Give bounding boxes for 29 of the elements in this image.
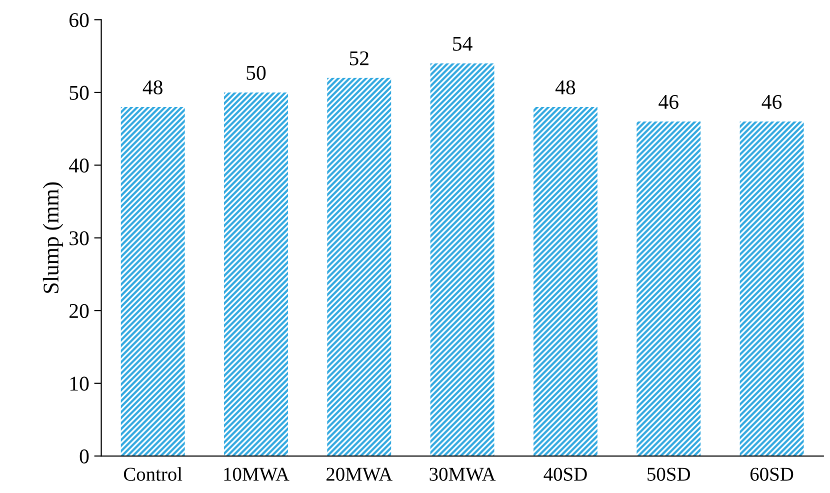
y-tick-label: 50 — [70, 86, 89, 100]
y-tick-label: 10 — [70, 376, 89, 391]
bar — [224, 92, 288, 456]
y-tick-label: 20 — [70, 304, 89, 318]
bar — [636, 122, 701, 456]
x-tick-label: Control — [124, 467, 182, 481]
x-tick-label: 10MWA — [224, 468, 290, 481]
x-tick-label: 50SD — [648, 468, 690, 481]
x-tick-label: 30MWA — [430, 468, 496, 481]
x-tick-label: 60SD — [750, 468, 794, 481]
y-tick-label: 60 — [70, 13, 89, 28]
data-label: 52 — [350, 51, 368, 66]
x-tick-label: 20MWA — [326, 468, 392, 481]
data-label: 50 — [246, 66, 266, 80]
x-tick-label: 40SD — [544, 468, 587, 481]
data-label: 48 — [555, 80, 576, 94]
bar — [120, 106, 185, 456]
y-tick-label: 30 — [70, 231, 89, 246]
bar — [740, 122, 804, 456]
data-label: 48 — [142, 80, 162, 94]
data-label: 46 — [762, 94, 782, 109]
y-tick-label: 0 — [80, 449, 89, 464]
data-label: 54 — [453, 36, 472, 51]
bar — [430, 63, 494, 456]
y-axis-title: Slump (mm) — [42, 182, 64, 293]
y-tick-label: 40 — [69, 158, 89, 173]
data-label: 46 — [658, 94, 678, 109]
bar — [327, 78, 392, 456]
bar — [533, 106, 598, 456]
